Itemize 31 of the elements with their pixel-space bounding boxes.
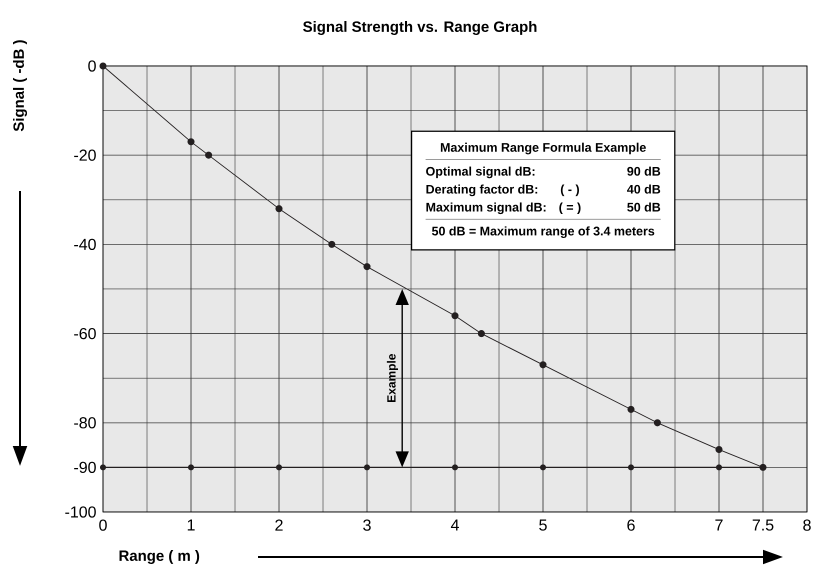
- x-tick-label: 0: [99, 520, 107, 531]
- annotation: Maximum signal dB:: [426, 202, 546, 214]
- y-tick-label: -40: [74, 238, 96, 250]
- y-tick-label: -90: [74, 462, 96, 474]
- annotation: 40 dB: [627, 184, 660, 194]
- y-tick-label: -80: [74, 417, 96, 428]
- y-tick-label: -100: [65, 506, 96, 518]
- y-axis-title: Signal ( -dB ): [13, 40, 28, 132]
- annotation: Optimal signal dB:: [426, 166, 534, 178]
- y-tick-label: -60: [74, 328, 96, 340]
- x-tick-label: 6: [627, 520, 635, 531]
- annotation: Example: [386, 354, 398, 402]
- annotation: Derating factor dB:: [426, 184, 538, 196]
- annotation: ( - ): [560, 184, 579, 196]
- x-tick-label: 7.5: [752, 520, 774, 531]
- annotation: 90 dB: [627, 166, 660, 176]
- x-tick-label: 5: [539, 520, 547, 531]
- chart-title: Signal Strength vs. Range Graph: [303, 20, 536, 35]
- x-tick-label: 8: [803, 520, 811, 531]
- x-tick-label: 3: [363, 520, 371, 531]
- y-tick-label: 0: [88, 60, 96, 72]
- x-tick-label: 4: [450, 520, 459, 530]
- annotation: 50 dB: [627, 202, 660, 212]
- x-tick-label: 1: [188, 520, 195, 530]
- annotation: Maximum Range Formula Example: [440, 142, 646, 154]
- x-tick-label: 2: [275, 520, 283, 531]
- x-axis-title: Range ( m ): [120, 550, 200, 564]
- y-tick-label: -20: [74, 150, 96, 161]
- x-tick-label: 7: [715, 520, 723, 530]
- annotation: 50 dB = Maximum range of 3.4 meters: [432, 226, 654, 238]
- annotation: ( = ): [559, 202, 581, 214]
